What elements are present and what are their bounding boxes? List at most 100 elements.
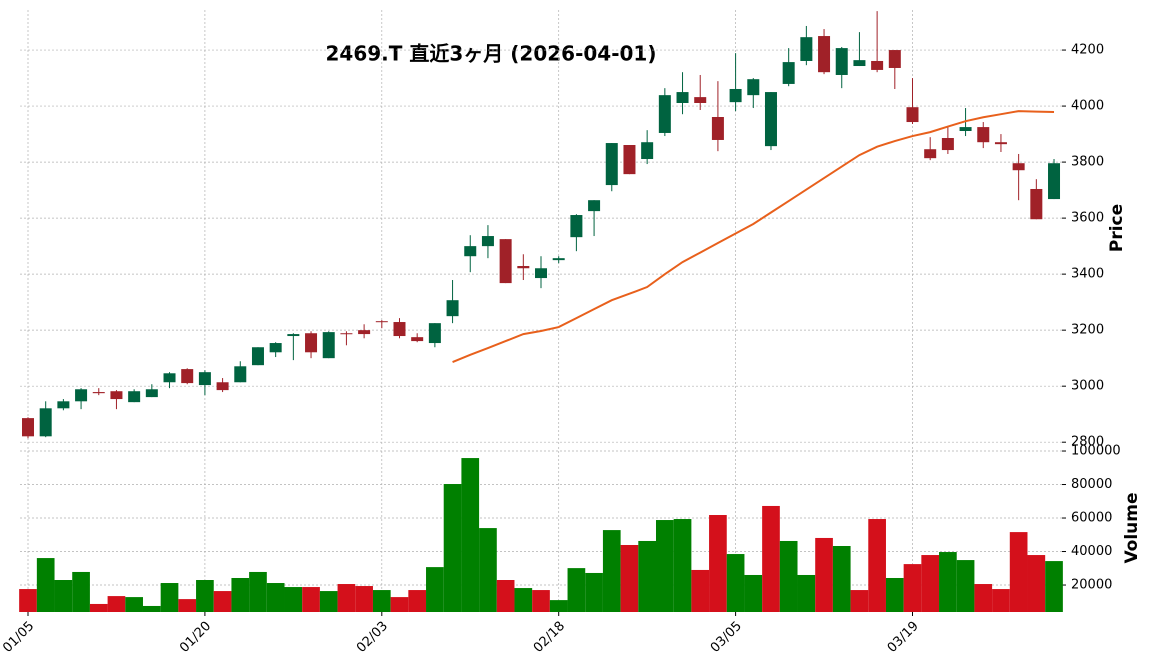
x-tick-label: 02/03 <box>354 619 391 656</box>
volume-bar <box>974 584 993 612</box>
volume-bar <box>992 589 1010 612</box>
volume-bar <box>390 597 409 612</box>
candle-body <box>853 60 866 67</box>
volume-bar <box>266 583 285 612</box>
volume-bar <box>567 568 586 612</box>
volume-bar <box>1009 532 1028 612</box>
candle-body <box>747 79 760 96</box>
candle-body <box>464 246 477 257</box>
candle-body <box>729 88 742 103</box>
y-tick-label: 40000 <box>1071 544 1112 559</box>
candle-body <box>481 236 494 247</box>
volume-bar <box>72 571 90 612</box>
y-tick-label: 3400 <box>1071 267 1104 282</box>
candle-body <box>358 330 371 335</box>
moving-average-line <box>452 110 1055 364</box>
candle-body <box>1012 163 1025 171</box>
volume-bar <box>1045 561 1063 612</box>
x-tick-label: 01/20 <box>177 619 214 656</box>
candle-body <box>588 200 601 212</box>
x-tick-label: 03/05 <box>708 619 745 656</box>
candle-body <box>446 300 459 317</box>
volume-bar <box>939 552 957 612</box>
volume-bar <box>655 520 674 612</box>
volume-bar <box>514 588 533 612</box>
volume-bar <box>125 597 143 612</box>
y-tick-label: 80000 <box>1071 477 1112 492</box>
candle-body <box>411 337 424 342</box>
volume-bar <box>19 589 37 612</box>
volume-bar <box>673 519 692 612</box>
volume-bar <box>319 591 338 612</box>
x-tick-label: 02/18 <box>531 619 568 656</box>
candle-body <box>658 95 671 133</box>
candle-body <box>605 143 618 186</box>
candle-body <box>57 401 70 409</box>
volume-bar <box>337 584 356 612</box>
volume-bar <box>868 519 886 612</box>
candle-body <box>428 323 441 344</box>
candle-body <box>924 149 937 159</box>
y-tick-label: 20000 <box>1071 578 1112 593</box>
candle-body <box>818 36 831 73</box>
volume-bar <box>850 590 869 612</box>
volume-bar <box>89 603 108 612</box>
volume-bar <box>602 530 621 612</box>
volume-bar <box>372 590 391 612</box>
candle-body <box>1048 163 1061 200</box>
candle-body <box>322 332 335 359</box>
candle-body <box>22 418 34 437</box>
candle-body <box>110 391 123 400</box>
volume-bar <box>691 569 710 612</box>
volume-bar <box>585 572 603 612</box>
candle-body <box>517 266 530 269</box>
candle-body <box>1030 188 1043 220</box>
candle-body <box>977 127 990 143</box>
y-tick-label: 4000 <box>1071 99 1104 114</box>
candle-body <box>269 343 282 353</box>
x-tick-label: 01/05 <box>0 619 37 656</box>
volume-bar <box>479 528 497 612</box>
volume-bar <box>762 505 780 612</box>
volume-bar <box>284 587 303 612</box>
candle-body <box>800 37 813 61</box>
y-tick-label: 3600 <box>1071 211 1104 226</box>
volume-bar <box>532 590 550 612</box>
candle-body <box>39 408 52 437</box>
volume-bar <box>426 567 444 612</box>
volume-bar <box>196 580 214 612</box>
candle-body <box>941 138 954 151</box>
volume-bar <box>620 544 639 612</box>
candle-body <box>906 107 919 123</box>
volume-bar <box>815 537 833 612</box>
volume-bar <box>797 574 816 612</box>
candle-body <box>181 369 194 384</box>
volume-bar <box>443 484 462 612</box>
volume-bar <box>956 560 975 612</box>
volume-bar <box>231 577 250 612</box>
candle-body <box>128 391 141 403</box>
volume-axis-label: Volume <box>1122 492 1142 563</box>
candle-body <box>340 333 353 335</box>
volume-bar <box>903 564 922 612</box>
candle-body <box>994 142 1007 145</box>
candle-body <box>676 92 689 103</box>
volume-bar <box>709 515 727 612</box>
volume-bar <box>885 577 904 612</box>
volume-bar <box>638 540 656 612</box>
y-tick-label: 100000 <box>1071 444 1121 459</box>
candle-body <box>888 50 901 68</box>
y-tick-label: 4200 <box>1071 43 1104 58</box>
volume-bar <box>408 590 427 612</box>
candle-body <box>871 60 884 70</box>
candle-body <box>75 389 88 402</box>
candle-body <box>234 366 247 383</box>
chart-title: 2469.T 直近3ヶ月 (2026-04-01) <box>326 42 657 66</box>
candle-body <box>552 258 565 261</box>
volume-bar <box>142 605 161 612</box>
y-tick-label: 3200 <box>1071 323 1104 338</box>
candle-body <box>251 347 264 366</box>
volume-bar <box>178 599 197 612</box>
volume-bar <box>355 586 373 612</box>
volume-bar <box>832 546 851 612</box>
